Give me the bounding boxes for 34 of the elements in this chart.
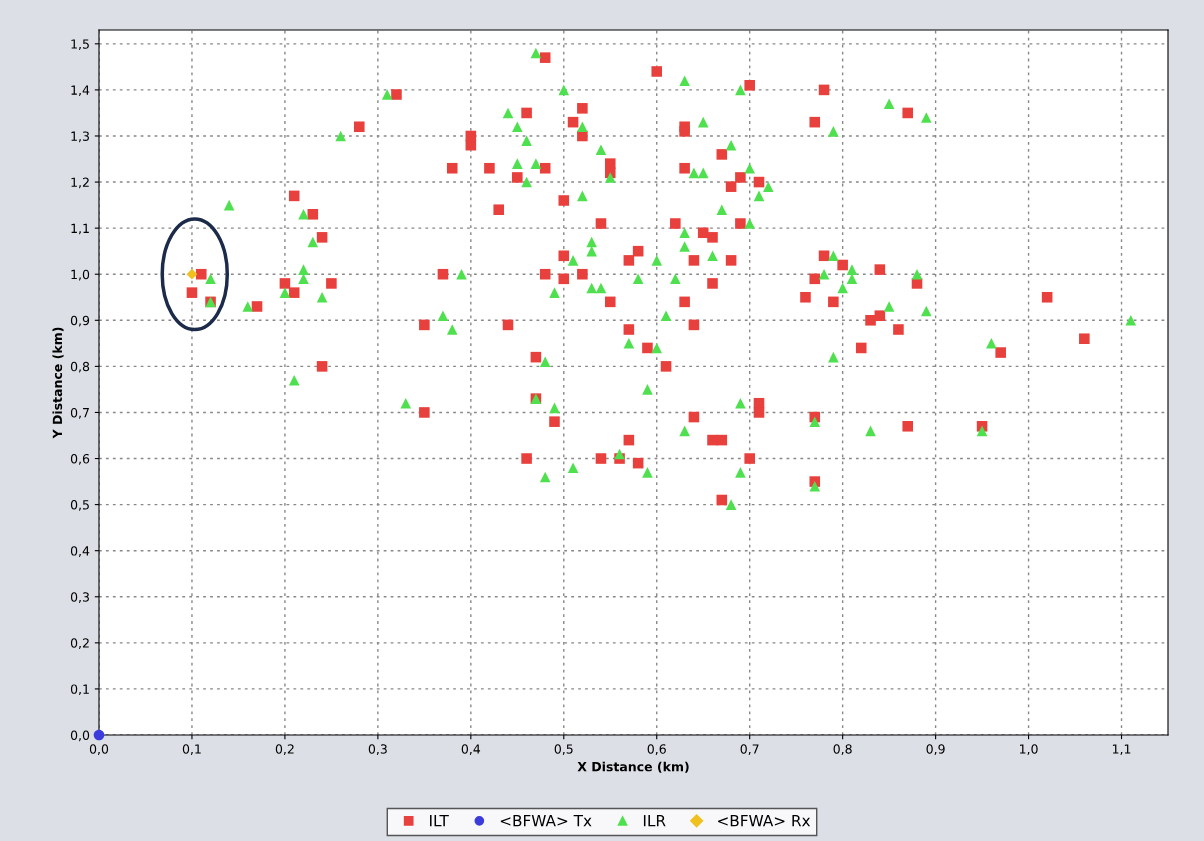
legend-label: <BFWA> Tx: [500, 815, 592, 827]
y-tick-label: 1,0: [71, 269, 90, 281]
x-tick-label: 0,0: [89, 744, 109, 755]
x-tick-label: 0,7: [740, 744, 759, 755]
x-tick-label: 0,6: [647, 744, 666, 755]
y-tick-label: 1,3: [71, 131, 89, 143]
y-tick-label: 1,4: [71, 85, 90, 97]
x-tick-label: 1,1: [1112, 744, 1131, 755]
y-tick-label: 0,6: [70, 454, 90, 465]
x-tick-label: 0,9: [926, 744, 945, 755]
x-axis-title: X Distance (km): [577, 761, 689, 773]
y-tick-label: 1,1: [71, 223, 89, 235]
x-tick-label: 0,8: [833, 744, 852, 755]
legend-label: <BFWA> Rx: [718, 815, 811, 827]
x-tick-label: 0,1: [182, 744, 201, 755]
legend-label: ILT: [430, 815, 449, 827]
y-tick-label: 0,5: [70, 500, 89, 511]
y-tick-label: 0,2: [70, 638, 89, 650]
y-axis-title: Y Distance (km): [52, 327, 64, 439]
y-tick-label: 0,4: [70, 546, 90, 557]
y-tick-label: 0,1: [70, 684, 89, 696]
y-tick-label: 0,9: [70, 315, 90, 327]
y-tick-label: 0,3: [70, 592, 89, 603]
x-tick-label: 0,4: [461, 744, 481, 755]
y-tick-label: 0,0: [70, 730, 90, 742]
x-tick-label: 0,3: [368, 744, 387, 755]
y-tick-label: 0,8: [70, 361, 90, 373]
x-tick-label: 0,2: [275, 744, 294, 755]
y-tick-label: 0,7: [70, 407, 89, 419]
y-tick-label: 1,5: [71, 39, 89, 51]
x-tick-label: 1,0: [1020, 744, 1038, 755]
x-tick-label: 0,5: [554, 744, 573, 755]
legend-label: ILR: [643, 815, 666, 827]
y-tick-label: 1,2: [71, 177, 89, 189]
